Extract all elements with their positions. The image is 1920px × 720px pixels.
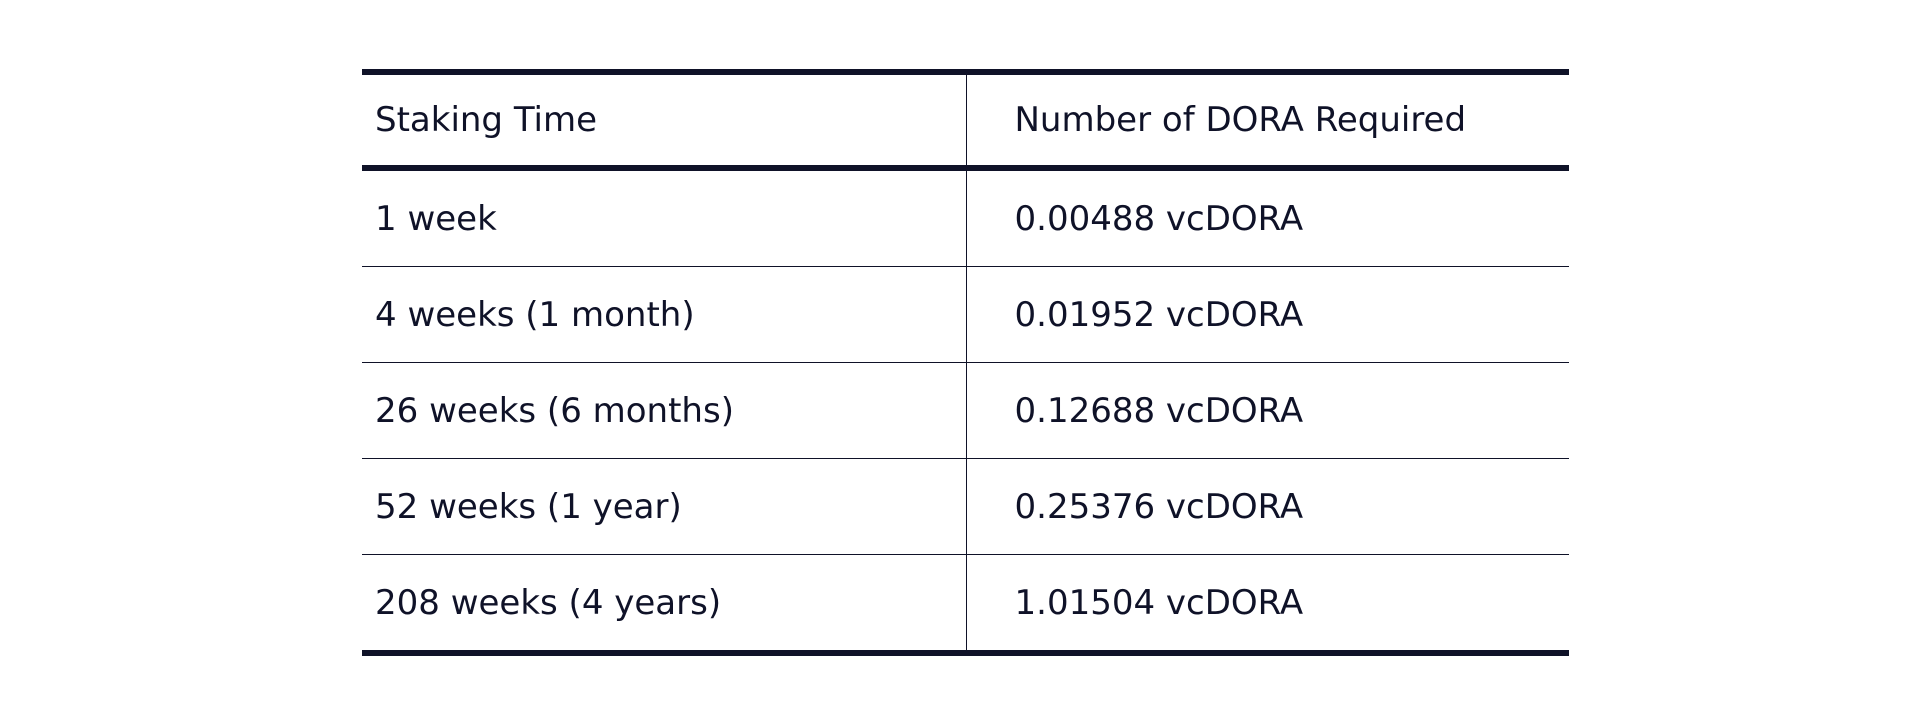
table-header-row: Staking Time Number of DORA Required (362, 72, 1569, 168)
staking-time-cell: 4 weeks (1 month) (362, 266, 967, 363)
table-row: 208 weeks (4 years) 1.01504 vcDORA (362, 554, 1569, 653)
dora-required-cell: 1.01504 vcDORA (1014, 582, 1304, 623)
dora-required-cell: 0.12688 vcDORA (1014, 390, 1304, 431)
table-row: 4 weeks (1 month) 0.01952 vcDORA (362, 266, 1569, 363)
dora-required-cell: 0.01952 vcDORA (1014, 294, 1304, 335)
table-header: Staking Time Number of DORA Required (362, 72, 1569, 168)
staking-requirements-table: Staking Time Number of DORA Required 1 w… (362, 69, 1569, 656)
table-row: 26 weeks (6 months) 0.12688 vcDORA (362, 362, 1569, 459)
dora-required-cell: 0.25376 vcDORA (1014, 486, 1304, 527)
table-body: 1 week 0.00488 vcDORA 4 weeks (1 month) … (362, 168, 1569, 653)
table-row: 1 week 0.00488 vcDORA (362, 168, 1569, 267)
dora-required-cell: 0.00488 vcDORA (1014, 198, 1304, 239)
staking-time-cell: 1 week (362, 168, 967, 267)
staking-time-cell: 52 weeks (1 year) (362, 458, 967, 555)
staking-requirements-table-container: Staking Time Number of DORA Required 1 w… (362, 69, 1569, 656)
staking-time-cell: 26 weeks (6 months) (362, 362, 967, 459)
table-row: 52 weeks (1 year) 0.25376 vcDORA (362, 458, 1569, 555)
header-dora-required: Number of DORA Required (1014, 100, 1467, 140)
staking-time-cell: 208 weeks (4 years) (362, 554, 967, 653)
header-staking-time: Staking Time (362, 72, 967, 168)
